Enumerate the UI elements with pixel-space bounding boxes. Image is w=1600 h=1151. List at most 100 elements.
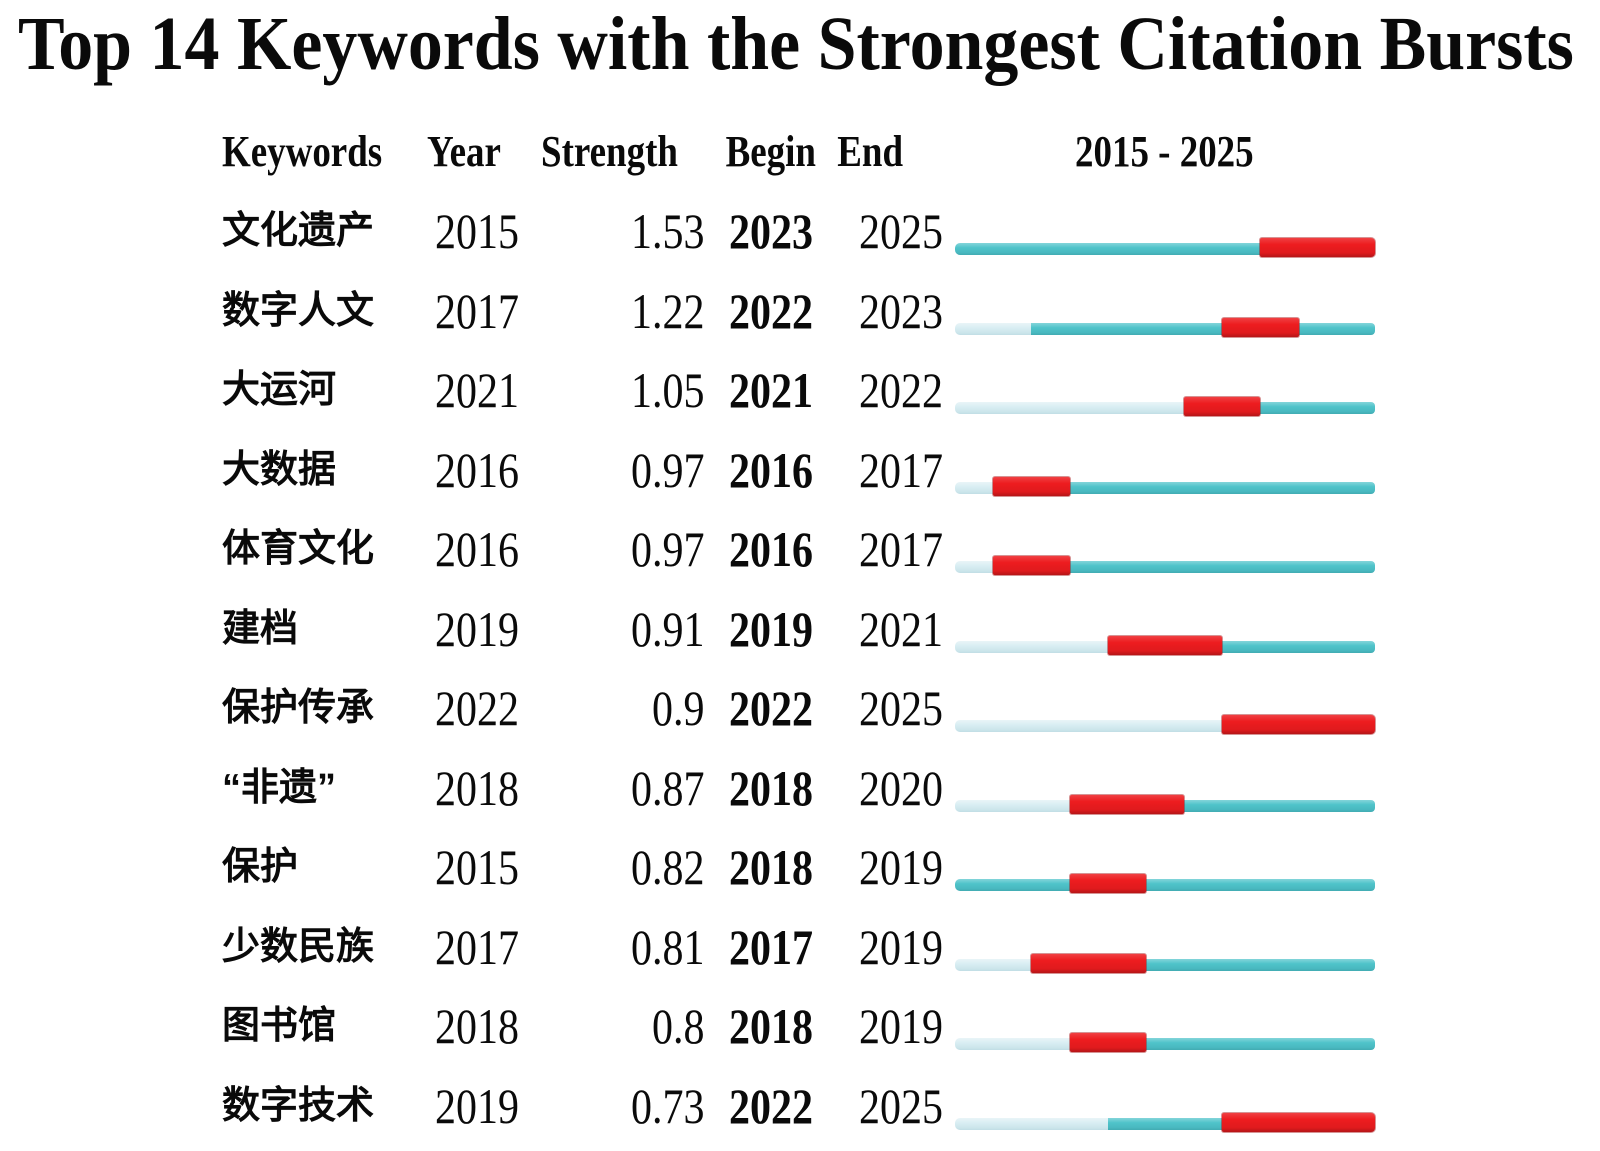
strength-value: 0.91 [630, 600, 705, 657]
timeline-segment-burst [1031, 953, 1146, 973]
keyword-label: 文化遗产 [222, 210, 375, 252]
strength-value: 0.9 [651, 680, 705, 736]
end-value: 2025 [859, 1077, 943, 1134]
timeline-segment-inactive [955, 322, 1032, 335]
column-header-begin: Begin [725, 127, 817, 176]
burst-timeline-bar [955, 1110, 1375, 1132]
timeline-segment-inactive [955, 481, 994, 494]
keyword-label: 数字人文 [222, 289, 375, 332]
timeline-segment-active [1069, 481, 1375, 494]
strength-value: 1.53 [630, 203, 705, 259]
timeline-segment-burst [1260, 238, 1375, 257]
burst-row: 体育文化 2016 0.97 2016 2017 [0, 509, 1600, 589]
page-title-text: Top 14 Keywords with the Strongest Citat… [18, 2, 1574, 86]
year-value: 2015 [435, 203, 519, 259]
end-value: 2019 [859, 839, 943, 895]
begin-value: 2023 [729, 203, 813, 259]
begin-value: 2016 [729, 441, 813, 498]
strength-value: 0.82 [630, 839, 705, 895]
end-value: 2019 [859, 918, 943, 975]
year-value: 2017 [435, 918, 519, 975]
year-value: 2019 [435, 600, 519, 657]
timeline-segment-burst [1069, 794, 1185, 814]
timeline-segment-burst [1107, 635, 1223, 655]
burst-timeline-bar [955, 871, 1375, 893]
timeline-segment-active [1298, 322, 1375, 335]
begin-value: 2021 [729, 362, 813, 418]
keyword-label: 少数民族 [222, 925, 375, 968]
timeline-segment-active [1031, 322, 1223, 335]
burst-timeline-bar [955, 951, 1375, 973]
timeline-segment-burst [1222, 715, 1375, 734]
burst-timeline-bar [955, 315, 1375, 337]
burst-row: 保护传承 2022 0.9 2022 2025 [0, 668, 1600, 748]
timeline-segment-burst [993, 476, 1070, 496]
timeline-segment-inactive [955, 640, 1108, 653]
strength-value: 0.97 [630, 441, 705, 498]
year-value: 2015 [435, 839, 519, 895]
end-value: 2025 [859, 203, 943, 259]
timeline-segment-burst [1184, 397, 1261, 416]
burst-timeline-bar [955, 394, 1375, 416]
strength-value: 0.97 [630, 521, 705, 577]
timeline-segment-active [1184, 799, 1375, 812]
year-value: 2019 [435, 1077, 519, 1134]
keyword-label: 保护传承 [222, 687, 375, 729]
end-value: 2017 [859, 441, 943, 498]
timeline-segment-inactive [955, 958, 1032, 971]
begin-value: 2022 [729, 282, 813, 339]
begin-value: 2017 [729, 918, 813, 975]
timeline-segment-inactive [955, 1038, 1070, 1050]
end-value: 2020 [859, 759, 943, 816]
burst-row: 保护 2015 0.82 2018 2019 [0, 827, 1600, 907]
timeline-segment-active [955, 879, 1070, 891]
column-header-timeline-range: 2015 - 2025 [1074, 127, 1254, 176]
end-value: 2019 [859, 998, 943, 1054]
burst-row: 数字技术 2019 0.73 2022 2025 [0, 1066, 1600, 1146]
begin-value: 2018 [729, 998, 813, 1054]
table-header: Keywords Year Strength Begin End 2015 - … [0, 112, 1600, 192]
keyword-label: 保护 [222, 846, 299, 888]
end-value: 2023 [859, 282, 943, 339]
strength-value: 1.05 [630, 362, 705, 418]
page-title: Top 14 Keywords with the Strongest Citat… [18, 0, 1600, 88]
timeline-segment-active [1145, 879, 1375, 891]
burst-row: 建档 2019 0.91 2019 2021 [0, 589, 1600, 669]
end-value: 2021 [859, 600, 943, 657]
begin-value: 2022 [729, 1077, 813, 1134]
timeline-segment-burst [1222, 317, 1299, 337]
column-header-year: Year [427, 127, 501, 176]
timeline-segment-active [1145, 1038, 1375, 1050]
timeline-segment-burst [993, 556, 1070, 575]
burst-row: 文化遗产 2015 1.53 2023 2025 [0, 191, 1600, 271]
burst-row: 大运河 2021 1.05 2021 2022 [0, 350, 1600, 430]
strength-value: 0.8 [651, 998, 705, 1054]
timeline-segment-active [1107, 1117, 1223, 1130]
burst-timeline-bar [955, 633, 1375, 655]
burst-row: 数字人文 2017 1.22 2022 2023 [0, 271, 1600, 351]
burst-row: “非遗” 2018 0.87 2018 2020 [0, 748, 1600, 828]
strength-value: 0.81 [630, 918, 705, 975]
timeline-segment-inactive [955, 799, 1070, 812]
column-header-keywords: Keywords [222, 127, 383, 176]
begin-value: 2018 [729, 839, 813, 895]
year-value: 2016 [435, 521, 519, 577]
strength-value: 0.87 [630, 759, 705, 816]
keyword-label: 大数据 [222, 448, 337, 491]
timeline-segment-active [955, 243, 1261, 255]
timeline-segment-inactive [955, 1117, 1108, 1130]
burst-timeline-bar [955, 235, 1375, 257]
year-value: 2016 [435, 441, 519, 498]
column-header-end: End [837, 127, 903, 176]
burst-row: 大数据 2016 0.97 2016 2017 [0, 430, 1600, 510]
end-value: 2017 [859, 521, 943, 577]
timeline-segment-active [1222, 640, 1375, 653]
burst-row: 少数民族 2017 0.81 2017 2019 [0, 907, 1600, 987]
year-value: 2021 [435, 362, 519, 418]
year-value: 2017 [435, 282, 519, 339]
strength-value: 1.22 [630, 282, 705, 339]
keyword-label: 数字技术 [222, 1084, 375, 1127]
year-value: 2018 [435, 998, 519, 1054]
end-value: 2025 [859, 680, 943, 736]
